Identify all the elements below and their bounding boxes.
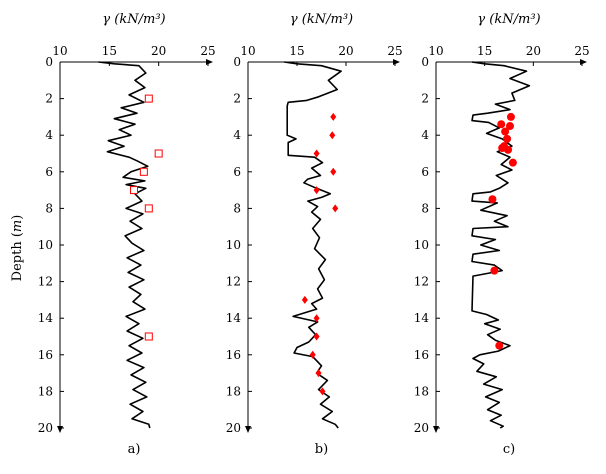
y-tick-label: 20: [226, 421, 241, 435]
sample-marker-diamond: [319, 387, 326, 396]
sample-marker-diamond: [309, 350, 316, 359]
y-tick-label: 2: [421, 92, 429, 106]
sample-marker-square: [154, 149, 163, 158]
y-tick-label: 18: [414, 384, 429, 398]
sample-marker-square: [144, 204, 153, 213]
sample-marker-diamond: [332, 204, 339, 213]
y-tick-label: 10: [414, 238, 429, 252]
sample-marker-circle: [490, 266, 499, 275]
x-tick-label: 25: [574, 44, 589, 58]
sample-marker-square: [130, 186, 138, 195]
sample-marker-circle: [488, 195, 497, 204]
y-tick-label: 0: [45, 55, 53, 69]
y-tick-label: 8: [421, 201, 429, 215]
y-tick-label: 16: [38, 348, 53, 362]
panel-b: 10 15 20 25 0 2 4 6 8 10 12 14 16 18 20 γ (kN/m³) b): [226, 12, 403, 457]
x-axis-title: γ (kN/m³): [290, 12, 353, 27]
y-tick-label: 4: [233, 128, 241, 142]
y-tick-label: 4: [45, 128, 53, 142]
y-tick-label: 12: [38, 275, 53, 289]
sample-marker-circle: [501, 127, 510, 136]
sample-marker-diamond: [315, 369, 322, 378]
unit-weight-profile-line: [284, 61, 342, 429]
y-tick-label: 10: [226, 238, 241, 252]
sample-marker-circle: [508, 158, 517, 167]
x-tick-label: 25: [387, 44, 402, 58]
x-axis-arrowhead: [206, 59, 213, 65]
y-tick-label: 16: [226, 348, 241, 362]
y-tick-label: 12: [414, 275, 429, 289]
x-tick-label: 15: [477, 44, 492, 58]
y-tick-label: 12: [226, 275, 241, 289]
y-axis-title-unit: m: [10, 220, 25, 232]
x-tick-label: 10: [428, 44, 443, 58]
sample-marker-square: [139, 167, 148, 176]
y-tick-label: 10: [38, 238, 53, 252]
y-tick-label: 0: [421, 55, 429, 69]
sample-marker-diamond: [329, 131, 336, 140]
panel-label: b): [315, 442, 328, 457]
y-tick-label: 6: [421, 165, 429, 179]
shared-depth-label: Depth (m): [10, 215, 25, 282]
sample-marker-diamond: [313, 186, 320, 195]
sample-marker-diamond: [301, 295, 308, 304]
x-tick-label: 15: [289, 44, 304, 58]
x-axis-title: γ (kN/m³): [477, 12, 540, 27]
x-tick-label: 20: [526, 44, 541, 58]
y-tick-label: 18: [38, 384, 53, 398]
y-tick-label: 20: [414, 421, 429, 435]
x-axis-title: γ (kN/m³): [102, 12, 165, 27]
y-tick-label: 2: [45, 92, 53, 106]
y-tick-label: 4: [421, 128, 429, 142]
panel-label: c): [503, 442, 515, 457]
unit-weight-profile-line: [471, 61, 531, 429]
sample-marker-diamond: [313, 314, 320, 323]
y-axis-arrowhead: [245, 426, 251, 433]
x-tick-label: 20: [151, 44, 166, 58]
x-tick-label: 25: [200, 44, 215, 58]
y-tick-label: 14: [38, 311, 54, 325]
y-tick-label: 6: [233, 165, 241, 179]
y-tick-label: 20: [38, 421, 53, 435]
unit-weight-profile-line: [98, 61, 151, 429]
x-tick-label: 20: [338, 44, 353, 58]
y-tick-label: 0: [233, 55, 241, 69]
sample-marker-diamond: [330, 112, 337, 121]
sample-marker-circle: [506, 112, 515, 121]
sample-marker-circle: [505, 122, 514, 131]
y-tick-label: 16: [414, 348, 429, 362]
sample-marker-circle: [503, 134, 512, 143]
sample-marker-circle: [504, 145, 513, 154]
panel-label: a): [128, 442, 141, 457]
y-tick-label: 8: [233, 201, 241, 215]
y-tick-label: 2: [233, 92, 241, 106]
y-axis-title-text: Depth: [10, 241, 25, 282]
sample-marker-circle: [495, 341, 504, 350]
sample-marker-diamond: [313, 332, 320, 341]
x-tick-label: 15: [102, 44, 117, 58]
y-tick-label: 8: [45, 201, 53, 215]
sample-marker-square: [144, 332, 153, 341]
x-axis-arrowhead: [580, 59, 587, 65]
panel-a: 10 15 20 25 0 2 4 6 8 10 12 14 16 18 20 γ (kN/m³) a): [38, 12, 216, 457]
y-axis-title: Depth (m): [10, 215, 25, 282]
x-axis-arrowhead: [393, 59, 400, 65]
y-tick-label: 6: [45, 165, 53, 179]
y-tick-label: 14: [226, 311, 242, 325]
y-tick-label: 18: [226, 384, 241, 398]
y-tick-label: 14: [414, 311, 430, 325]
sample-marker-circle: [497, 120, 506, 129]
x-tick-label: 10: [52, 44, 67, 58]
sample-marker-square: [144, 94, 153, 103]
sample-marker-diamond: [330, 167, 337, 176]
sample-marker-diamond: [313, 149, 320, 158]
panel-c: 10 15 20 25 0 2 4 6 8 10 12 14 16 18 20 γ (kN/m³) c): [414, 12, 590, 457]
y-axis-arrowhead: [57, 426, 63, 433]
y-axis-arrowhead: [433, 426, 439, 433]
x-tick-label: 10: [240, 44, 255, 58]
